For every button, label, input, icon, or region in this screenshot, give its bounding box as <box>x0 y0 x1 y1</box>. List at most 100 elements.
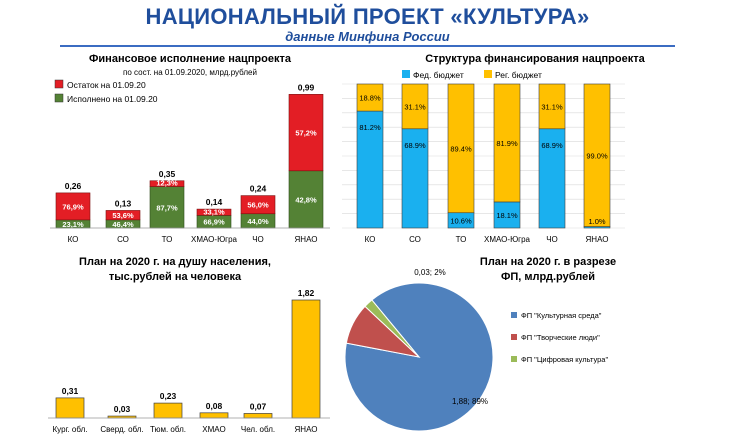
category-tick-label: ЧО <box>252 235 264 244</box>
reg-pct-label: 99.0% <box>586 151 608 160</box>
remaining-pct-label: 57,2% <box>295 129 317 138</box>
execution-chart-subtitle: по сост. на 01.09.2020, млрд.рублей <box>123 68 257 77</box>
structure-chart: Структура финансирования нацпроекта Фед.… <box>342 53 646 244</box>
category-tick-label: Чел. обл. <box>241 425 275 434</box>
reg-budget-bar <box>401 83 429 130</box>
remaining-pct-label: 33,1% <box>203 207 225 216</box>
category-tick-label: Кург. обл. <box>53 425 88 434</box>
pie-legend-label-1: ФП "Творческие люди" <box>521 333 600 342</box>
legend-label-0: Остаток на 01.09.20 <box>67 80 146 90</box>
executed-pct-label: 44,0% <box>247 217 269 226</box>
reg-budget-bar <box>583 83 611 227</box>
total-value-label: 0,24 <box>250 184 267 194</box>
per-capita-bar <box>55 397 85 419</box>
reg-budget-bar <box>493 83 521 203</box>
pie-legend-swatch-2 <box>511 356 517 362</box>
remaining-bar <box>149 180 185 187</box>
remaining-bar <box>196 208 232 216</box>
category-tick-label: ЯНАО <box>295 425 318 434</box>
legend-label-0: Фед. бюджет <box>413 70 464 80</box>
category-tick-label: ХМАО-Югра <box>484 235 530 244</box>
category-tick-label: ЧО <box>546 235 558 244</box>
pie-slice-2 <box>364 299 420 358</box>
fed-pct-label: 68.9% <box>404 141 426 150</box>
per-capita-bar <box>243 413 273 419</box>
reg-budget-bar <box>356 83 384 112</box>
category-tick-label: КО <box>365 235 376 244</box>
executed-pct-label: 46,4% <box>112 220 134 229</box>
per-capita-value-label: 0,07 <box>250 401 267 411</box>
category-tick-label: Сверд. обл. <box>100 425 143 434</box>
total-value-label: 0,99 <box>298 82 315 92</box>
remaining-bar <box>105 210 141 221</box>
reg-budget-bar <box>447 83 475 214</box>
remaining-bar <box>240 195 276 215</box>
pie-title-line-2: ФП, млрд.рублей <box>501 271 595 283</box>
fed-pct-label: 81.2% <box>359 123 381 132</box>
total-value-label: 0,14 <box>206 197 223 207</box>
fed-pct-label: 18.1% <box>496 211 518 220</box>
pie-label-2: 0,03; 2% <box>414 268 446 277</box>
total-value-label: 0,26 <box>65 181 82 191</box>
per-capita-value-label: 0,03 <box>114 404 131 414</box>
per-capita-value-label: 0,08 <box>206 401 223 411</box>
pie-label-0: 1,88; 89% <box>452 397 488 406</box>
executed-pct-label: 42,8% <box>295 195 317 204</box>
pie-legend-swatch-0 <box>511 312 517 318</box>
pie-legend-label-2: ФП "Цифровая культура" <box>521 355 608 364</box>
reg-pct-label: 31.1% <box>404 102 426 111</box>
per-capita-chart: План на 2020 г. на душу населения, тыс.р… <box>48 256 330 434</box>
legend-label-1: Рег. бюджет <box>495 70 542 80</box>
remaining-pct-label: 76,9% <box>62 202 84 211</box>
per-capita-title-line-1: План на 2020 г. на душу населения, <box>79 256 271 268</box>
executed-bar <box>149 186 185 229</box>
per-capita-bar <box>291 299 321 419</box>
per-capita-value-label: 0,23 <box>160 391 177 401</box>
remaining-bar <box>288 94 324 172</box>
category-tick-label: ЯНАО <box>586 235 609 244</box>
fed-budget-bar <box>356 110 384 229</box>
pie-title-line-1: План на 2020 г. в разрезе <box>480 256 616 268</box>
category-tick-label: СО <box>117 235 129 244</box>
per-capita-bar <box>199 412 229 419</box>
category-tick-label: Тюм. обл. <box>150 425 186 434</box>
executed-pct-label: 87,7% <box>156 203 178 212</box>
remaining-pct-label: 56,0% <box>247 201 269 210</box>
total-value-label: 0,35 <box>159 169 176 179</box>
category-tick-label: ХМАО-Югра <box>191 235 237 244</box>
pie-legend-label-0: ФП "Культурная среда" <box>521 311 602 320</box>
pie-legend-swatch-1 <box>511 334 517 340</box>
remaining-bar <box>55 192 91 221</box>
legend-swatch-0 <box>54 79 64 89</box>
reg-pct-label: 31.1% <box>541 102 563 111</box>
per-capita-value-label: 0,31 <box>62 386 79 396</box>
fed-pct-label: 10.6% <box>450 216 472 225</box>
fed-pct-label: 1.0% <box>588 217 605 226</box>
reg-pct-label: 18.8% <box>359 94 381 103</box>
fed-budget-bar <box>538 128 566 229</box>
fp-pie-chart: План на 2020 г. в разрезе ФП, млрд.рубле… <box>344 256 616 432</box>
category-tick-label: СО <box>409 235 421 244</box>
legend-swatch-1 <box>484 70 492 78</box>
legend-label-1: Исполнено на 01.09.20 <box>67 94 158 104</box>
legend-swatch-0 <box>402 70 410 78</box>
per-capita-bar <box>153 402 183 419</box>
remaining-pct-label: 12,3% <box>156 179 178 188</box>
category-tick-label: ЯНАО <box>295 235 318 244</box>
reg-pct-label: 89.4% <box>450 144 472 153</box>
structure-chart-title: Структура финансирования нацпроекта <box>425 53 645 65</box>
executed-pct-label: 66,9% <box>203 218 225 227</box>
fed-pct-label: 68.9% <box>541 141 563 150</box>
execution-chart: Финансовое исполнение нацпроекта по сост… <box>50 53 330 244</box>
reg-budget-bar <box>538 83 566 130</box>
reg-pct-label: 81.9% <box>496 139 518 148</box>
legend-swatch-1 <box>54 93 64 103</box>
per-capita-title-line-2: тыс.рублей на человека <box>109 271 242 283</box>
fed-budget-bar <box>493 201 521 229</box>
category-tick-label: ХМАО <box>202 425 225 434</box>
category-tick-label: КО <box>68 235 79 244</box>
total-value-label: 0,13 <box>115 198 132 208</box>
execution-chart-title: Финансовое исполнение нацпроекта <box>89 53 292 65</box>
executed-bar <box>288 170 324 229</box>
